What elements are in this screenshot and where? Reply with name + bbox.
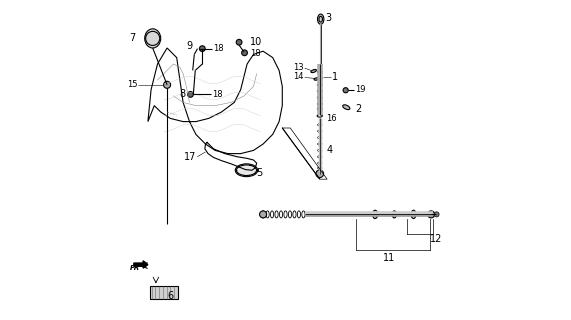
Text: 13: 13	[293, 63, 304, 72]
Circle shape	[163, 81, 171, 88]
Ellipse shape	[411, 210, 416, 219]
Circle shape	[199, 46, 205, 52]
Text: 18: 18	[250, 49, 260, 58]
FancyBboxPatch shape	[150, 286, 178, 299]
Text: 12: 12	[429, 234, 442, 244]
Text: 15: 15	[127, 80, 138, 89]
Ellipse shape	[372, 210, 377, 219]
Text: 17: 17	[184, 152, 196, 162]
Text: 10: 10	[250, 36, 262, 47]
Text: 11: 11	[383, 252, 396, 263]
Text: 3: 3	[325, 12, 332, 23]
Text: 18: 18	[214, 44, 224, 53]
Polygon shape	[134, 261, 148, 268]
Text: FR: FR	[130, 265, 140, 271]
Text: 9: 9	[186, 41, 192, 52]
Text: 1: 1	[332, 72, 338, 82]
Text: 4: 4	[327, 145, 332, 156]
Text: 7: 7	[130, 33, 136, 44]
Text: 8: 8	[179, 89, 186, 100]
Ellipse shape	[317, 14, 324, 24]
Circle shape	[343, 88, 348, 93]
Text: 2: 2	[355, 104, 361, 115]
Ellipse shape	[144, 29, 160, 48]
Text: 19: 19	[355, 85, 366, 94]
Circle shape	[188, 92, 194, 97]
Text: 6: 6	[167, 291, 173, 301]
Ellipse shape	[311, 69, 316, 73]
Text: 5: 5	[256, 168, 262, 179]
Circle shape	[316, 170, 324, 178]
Text: 14: 14	[293, 72, 304, 81]
Ellipse shape	[314, 78, 319, 80]
Circle shape	[434, 212, 439, 217]
Ellipse shape	[343, 105, 350, 109]
Ellipse shape	[392, 211, 396, 218]
Circle shape	[428, 211, 435, 218]
Text: 16: 16	[327, 114, 337, 123]
Ellipse shape	[236, 165, 256, 175]
Circle shape	[260, 211, 267, 218]
Circle shape	[236, 39, 242, 45]
Circle shape	[242, 50, 247, 56]
Ellipse shape	[235, 164, 258, 177]
Text: 18: 18	[212, 90, 223, 99]
